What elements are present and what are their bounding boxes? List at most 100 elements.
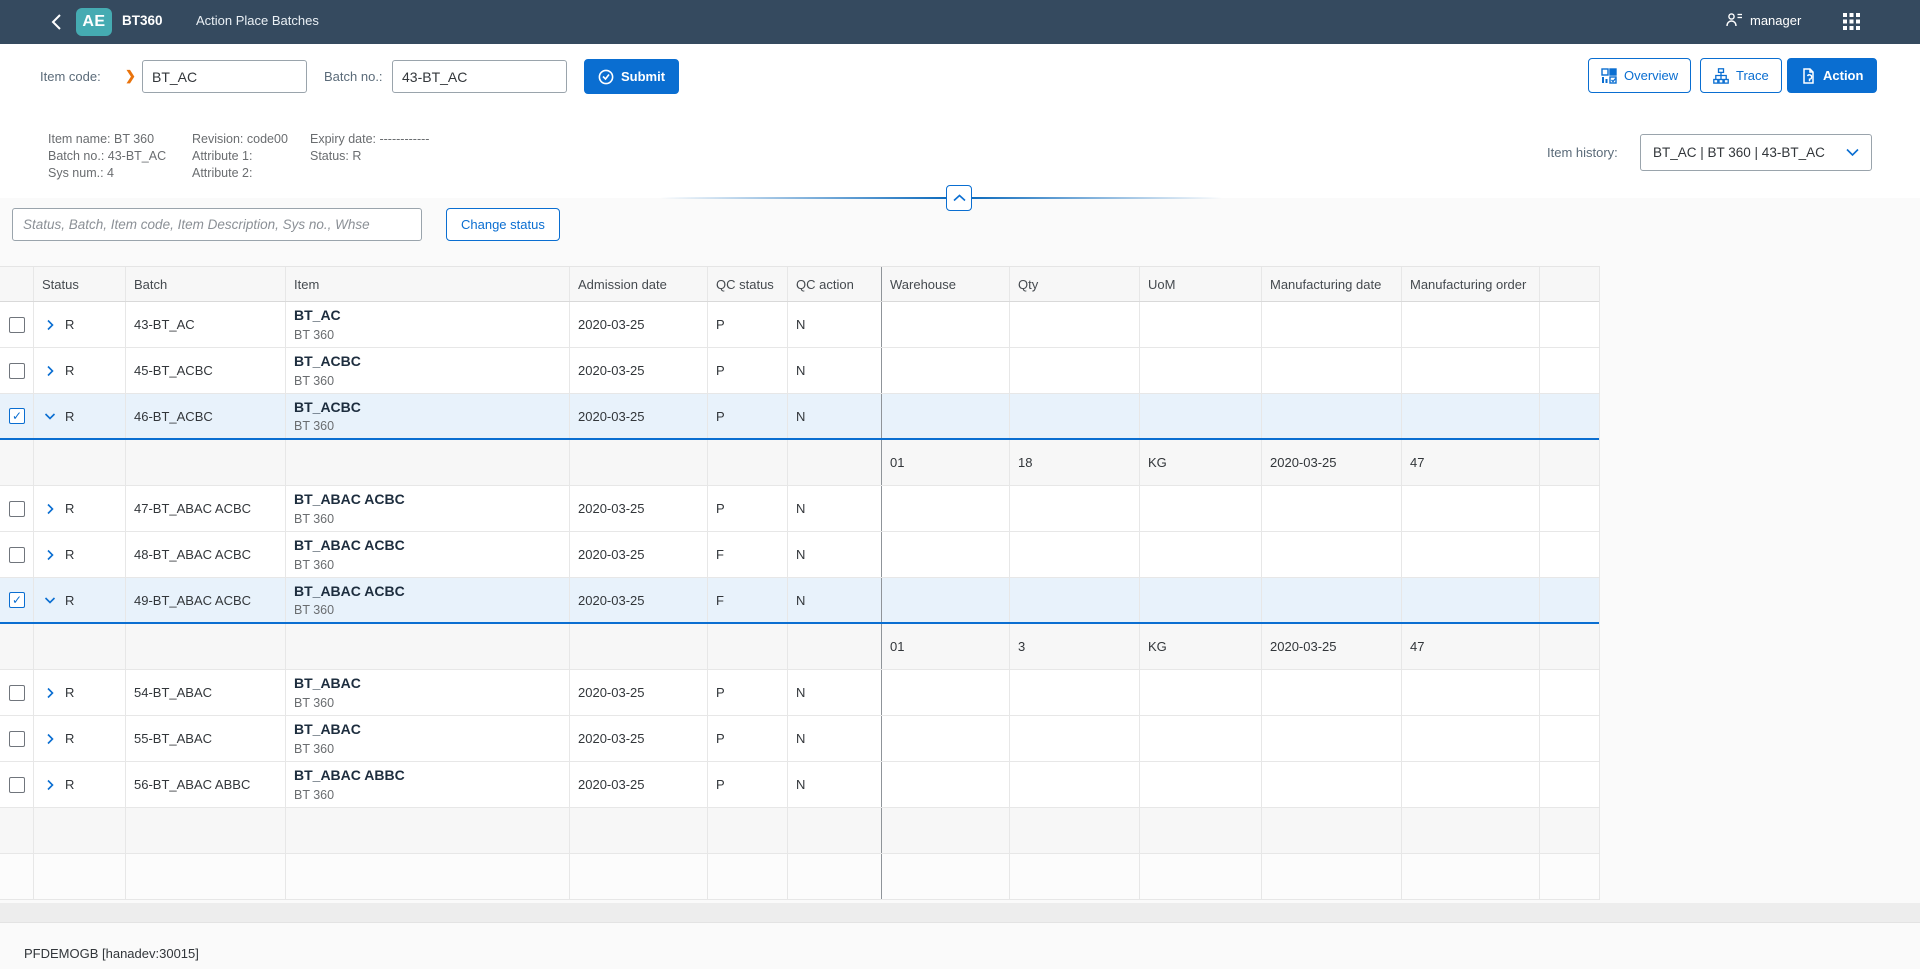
action-button[interactable]: Action: [1787, 58, 1878, 93]
item-cell: BT_ABAC BT 360: [286, 716, 570, 761]
collapse-panel-button[interactable]: [946, 185, 972, 211]
row-checkbox[interactable]: [9, 730, 25, 747]
row-expand-toggle[interactable]: [42, 408, 58, 424]
warehouse-cell: [882, 762, 1010, 807]
empty-row: [0, 808, 1600, 854]
table-header-row: Status Batch Item Admission date QC status QC…: [0, 266, 1600, 302]
batch-cell: 46-BT_ACBC: [126, 394, 286, 438]
row-checkbox[interactable]: [9, 316, 25, 333]
info-revision: Revision: code00: [192, 132, 288, 146]
row-expand-toggle[interactable]: [42, 777, 58, 793]
column-header-manufacturing-order[interactable]: Manufacturing order: [1402, 267, 1540, 301]
item-cell: BT_ABAC BT 360: [286, 670, 570, 715]
filler-cell: [1540, 670, 1600, 715]
admission-date-cell: 2020-03-25: [570, 394, 708, 438]
row-checkbox[interactable]: [9, 546, 25, 563]
empty-cell: [126, 808, 286, 853]
change-status-button[interactable]: Change status: [446, 208, 560, 241]
table-row[interactable]: R 54-BT_ABAC BT_ABAC BT 360 2020-03-25 P N: [0, 670, 1600, 716]
batch-cell: 43-BT_AC: [126, 302, 286, 347]
status-cell: R: [34, 394, 126, 438]
row-expand-toggle[interactable]: [42, 547, 58, 563]
qty-cell: [1010, 762, 1140, 807]
manufacturing-date-cell: [1262, 762, 1402, 807]
trace-icon: [1713, 67, 1729, 84]
item-code-input[interactable]: [142, 60, 307, 93]
table-row[interactable]: R 47-BT_ABAC ACBC BT_ABAC ACBC BT 360 2020-0…: [0, 486, 1600, 532]
item-cell: BT_ABAC ACBC BT 360: [286, 532, 570, 577]
row-expand-toggle[interactable]: [42, 363, 58, 379]
admission-date-cell: 2020-03-25: [570, 486, 708, 531]
table-row[interactable]: R 55-BT_ABAC BT_ABAC BT 360 2020-03-25 P N: [0, 716, 1600, 762]
qc-action-cell: N: [788, 394, 882, 438]
manufacturing-order-cell: [1402, 302, 1540, 347]
app-title: BT360: [122, 13, 163, 28]
column-header-qty[interactable]: Qty: [1010, 267, 1140, 301]
column-header-qc-action[interactable]: QC action: [788, 267, 882, 301]
row-checkbox[interactable]: [9, 362, 25, 379]
column-header-uom[interactable]: UoM: [1140, 267, 1262, 301]
filler-cell: [1540, 532, 1600, 577]
qc-status-cell: F: [708, 578, 788, 622]
warehouse-cell: [882, 670, 1010, 715]
row-expand-toggle[interactable]: [42, 731, 58, 747]
batch-cell: 49-BT_ABAC ACBC: [126, 578, 286, 622]
table-row[interactable]: ✓ R 49-BT_ABAC ACBC BT_ABAC ACBC BT 360 2020-…: [0, 578, 1600, 624]
batches-table: Status Batch Item Admission date QC status QC…: [0, 266, 1600, 900]
batch-no-input[interactable]: [392, 60, 567, 93]
empty-cell: [882, 808, 1010, 853]
column-header-manufacturing-date[interactable]: Manufacturing date: [1262, 267, 1402, 301]
table-row[interactable]: R 48-BT_ABAC ACBC BT_ABAC ACBC BT 360 2020-0…: [0, 532, 1600, 578]
info-batch-no: Batch no.: 43-BT_AC: [48, 149, 167, 163]
column-header-status[interactable]: Status: [34, 267, 126, 301]
manufacturing-order-cell: [1402, 578, 1540, 622]
overview-button[interactable]: Overview: [1588, 58, 1692, 93]
expand-chevron-icon: [47, 319, 54, 330]
batch-cell: 55-BT_ABAC: [126, 716, 286, 761]
row-checkbox[interactable]: [9, 684, 25, 701]
column-header-qc-status[interactable]: QC status: [708, 267, 788, 301]
row-expand-toggle[interactable]: [42, 685, 58, 701]
uom-cell: [1140, 532, 1262, 577]
row-expand-toggle[interactable]: [42, 317, 58, 333]
row-checkbox[interactable]: [9, 500, 25, 517]
admission-date-cell: 2020-03-25: [570, 762, 708, 807]
status-cell: R: [34, 670, 126, 715]
submit-button[interactable]: Submit: [584, 59, 680, 94]
column-header-item[interactable]: Item: [286, 267, 570, 301]
column-header-batch[interactable]: Batch: [126, 267, 286, 301]
table-row[interactable]: R 43-BT_AC BT_AC BT 360 2020-03-25 P N: [0, 302, 1600, 348]
column-header-warehouse[interactable]: Warehouse: [882, 267, 1010, 301]
user-menu[interactable]: manager: [1726, 12, 1801, 28]
select-cell: ✓: [0, 394, 34, 438]
row-expand-toggle[interactable]: [42, 592, 58, 608]
item-history-select[interactable]: BT_AC | BT 360 | 43-BT_AC: [1640, 134, 1872, 171]
detail-filler-cell: [1540, 624, 1600, 669]
item-cell: BT_ACBC BT 360: [286, 394, 570, 438]
trace-button[interactable]: Trace: [1700, 58, 1782, 93]
app-logo: AE: [76, 8, 112, 36]
table-row[interactable]: R 56-BT_ABAC ABBC BT_ABAC ABBC BT 360 2020-0…: [0, 762, 1600, 808]
warehouse-cell: [882, 302, 1010, 347]
table-search-input[interactable]: [12, 208, 422, 241]
detail-manufacturing-date-cell: 2020-03-25: [1262, 440, 1402, 485]
back-button[interactable]: [46, 11, 68, 33]
item-code: BT_ABAC: [294, 675, 361, 691]
manufacturing-date-cell: [1262, 486, 1402, 531]
item-code: BT_ABAC: [294, 721, 361, 737]
empty-cell: [708, 808, 788, 853]
chevron-up-icon: [952, 194, 966, 202]
row-expand-toggle[interactable]: [42, 501, 58, 517]
table-row[interactable]: R 45-BT_ACBC BT_ACBC BT 360 2020-03-25 P N: [0, 348, 1600, 394]
info-sys-num: Sys num.: 4: [48, 166, 114, 180]
app-launcher-button[interactable]: [1843, 13, 1860, 35]
required-marker-icon: ❯: [125, 68, 136, 83]
row-checkbox[interactable]: ✓: [9, 408, 25, 424]
row-checkbox[interactable]: [9, 776, 25, 793]
row-checkbox[interactable]: ✓: [9, 592, 25, 608]
filler-cell: [1540, 762, 1600, 807]
table-row[interactable]: ✓ R 46-BT_ACBC BT_ACBC BT 360 2020-03-25 P N: [0, 394, 1600, 440]
column-header-admission-date[interactable]: Admission date: [570, 267, 708, 301]
item-description: BT 360: [294, 512, 335, 526]
empty-cell: [1262, 808, 1402, 853]
